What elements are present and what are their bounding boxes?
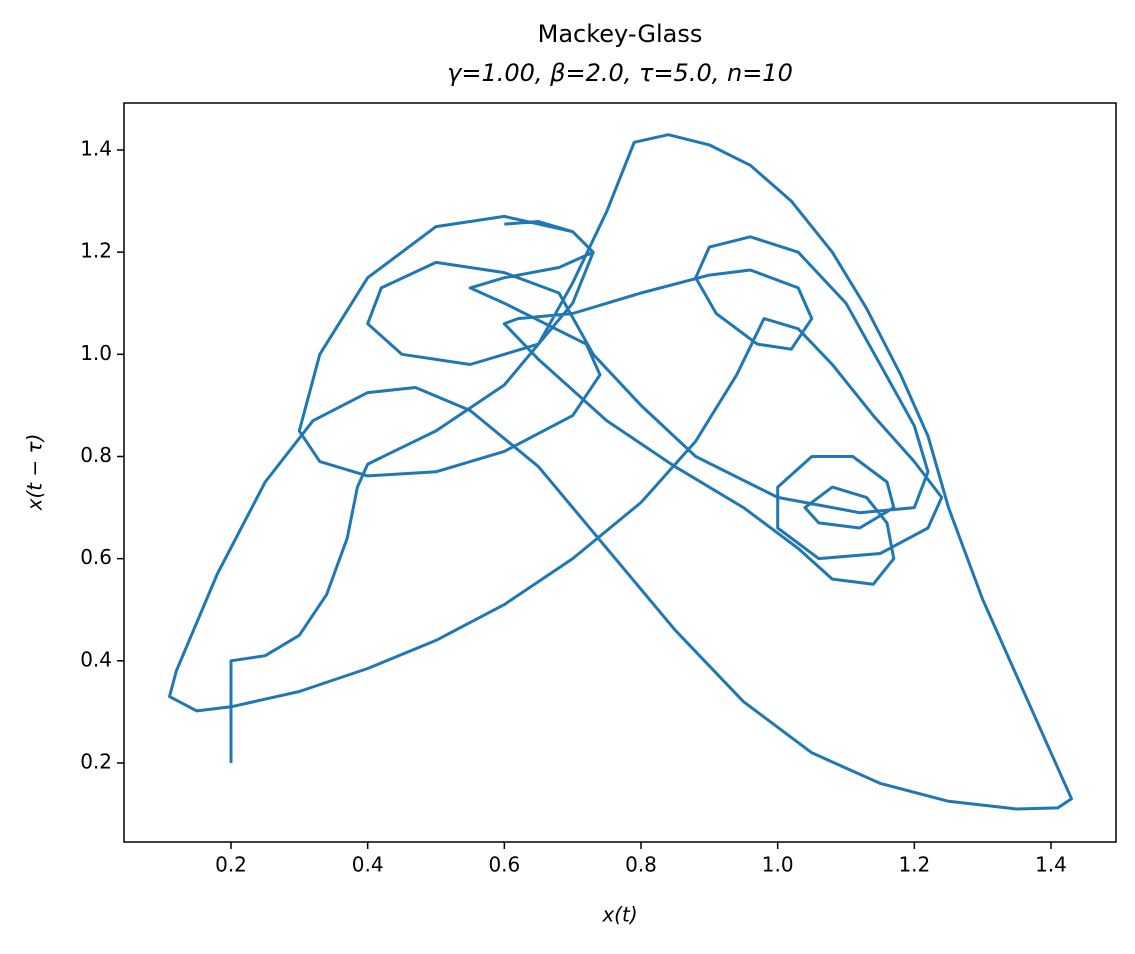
x-tick-label: 0.4	[352, 853, 384, 877]
y-tick-label: 0.6	[80, 545, 112, 569]
x-tick-label: 1.2	[898, 853, 930, 877]
y-tick-label: 0.2	[80, 749, 112, 773]
x-tick-label: 1.0	[762, 853, 794, 877]
y-axis-label: x(t − τ)	[23, 434, 47, 512]
y-tick-label: 1.4	[80, 136, 112, 160]
x-tick-label: 1.4	[1035, 853, 1067, 877]
y-tick-label: 1.0	[80, 341, 112, 365]
plot-frame	[123, 102, 1117, 843]
y-tick-label: 0.8	[80, 443, 112, 467]
y-tick-label: 0.4	[80, 647, 112, 671]
y-tick-label: 1.2	[80, 239, 112, 263]
data-line	[168, 133, 1073, 811]
chart-subtitle: γ=1.00, β=2.0, τ=5.0, n=10	[447, 59, 793, 87]
chart-title: Mackey-Glass	[538, 20, 703, 48]
x-tick-label: 0.8	[625, 853, 657, 877]
x-tick-label: 0.2	[215, 853, 247, 877]
x-tick-label: 0.6	[488, 853, 520, 877]
x-axis-label: x(t)	[601, 903, 637, 927]
